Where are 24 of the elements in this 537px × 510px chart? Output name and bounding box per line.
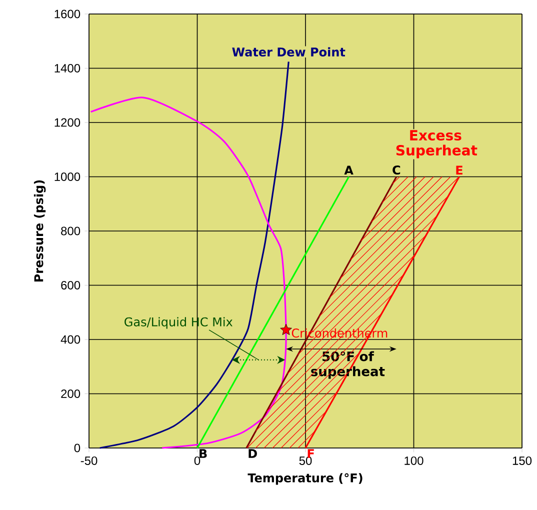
x-tick-label: 0: [194, 456, 200, 465]
y-tick-label: 200: [61, 389, 80, 398]
annotation: Excess Superheat: [396, 130, 478, 158]
y-tick-label: 1600: [54, 10, 80, 18]
x-tick-label: 100: [404, 456, 424, 465]
annotation: D: [248, 449, 257, 458]
y-tick-label: 0: [74, 444, 80, 452]
annotation: B: [200, 449, 207, 458]
y-axis-title: Pressure (psig): [34, 180, 46, 282]
annotation: A: [344, 166, 354, 175]
annotation: F: [308, 449, 314, 458]
y-tick-label: 1400: [54, 64, 80, 72]
y-tick-label: 1000: [54, 172, 80, 181]
y-tick-label: 1200: [54, 118, 80, 127]
y-tick-label: 400: [60, 335, 80, 344]
x-tick-label: -50: [80, 456, 98, 465]
y-tick-label: 800: [61, 226, 80, 236]
x-tick-label: 150: [512, 456, 532, 465]
y-tick-label: 600: [61, 280, 80, 290]
annotation: C: [392, 165, 400, 175]
x-tick-label: 50: [299, 456, 312, 465]
annotation: E: [456, 166, 462, 175]
series-label: Water Dew Point: [232, 47, 346, 57]
x-axis-title: Temperature (°F): [248, 473, 362, 485]
